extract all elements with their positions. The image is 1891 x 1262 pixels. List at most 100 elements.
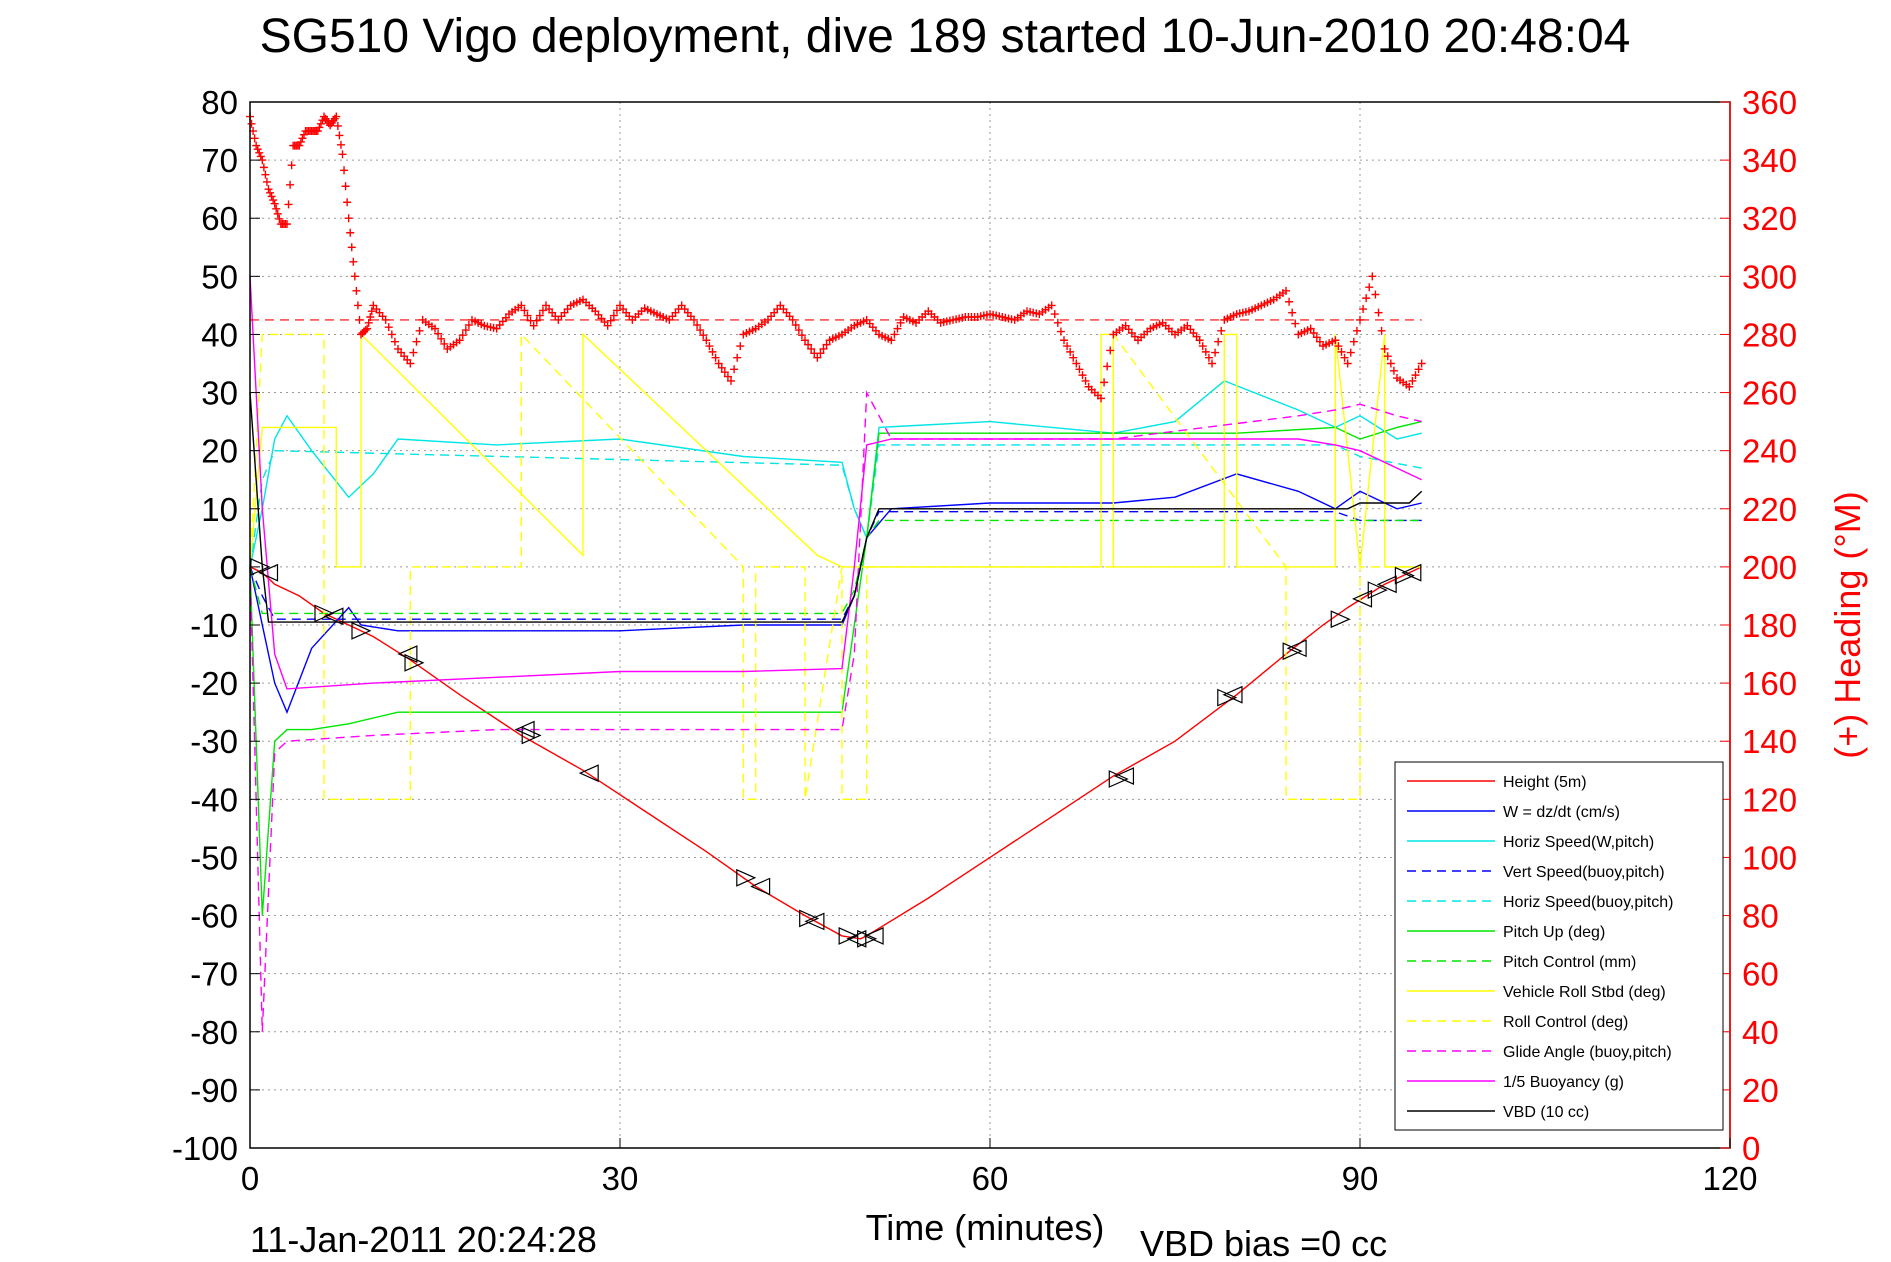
heading-point [1106,346,1115,355]
heading-point [1362,294,1371,303]
right-tick-label: 20 [1742,1072,1779,1109]
heading-point [1291,319,1300,328]
x-tick-label: 0 [241,1160,259,1197]
position-marker [863,926,884,945]
heading-point [1346,348,1355,357]
right-tick-label: 40 [1742,1014,1779,1051]
right-tick-label: 200 [1742,549,1797,586]
heading-point [1282,286,1290,295]
legend-label-pitch-up-deg: Pitch Up (deg) [1503,924,1605,941]
y-tick-label: -30 [190,723,238,760]
y-tick-label: 70 [201,142,238,179]
footer-timestamp: 11-Jan-2011 20:24:28 [250,1219,597,1260]
heading-point [804,340,813,349]
heading-point [335,131,344,140]
heading-point [1198,342,1207,351]
heading-point [461,326,470,335]
heading-point [247,119,256,128]
heading-point [705,342,714,351]
right-tick-label: 340 [1742,142,1797,179]
right-tick-label: 260 [1742,375,1797,412]
heading-point [287,161,296,170]
heading-point [272,204,281,213]
heading-point [464,321,473,330]
heading-point [434,329,443,338]
right-tick-label: 80 [1742,898,1779,935]
position-marker [314,604,335,623]
right-tick-label: 180 [1742,607,1797,644]
position-marker [799,909,820,928]
right-tick-label: 360 [1742,84,1797,121]
heading-point [1389,366,1398,375]
legend-label-1-5-buoyancy-g: 1/5 Buoyancy (g) [1503,1074,1624,1091]
heading-point [1331,336,1340,345]
y-tick-label: -50 [190,839,238,876]
position-marker [1401,563,1422,582]
heading-point [609,311,618,320]
heading-point [1097,394,1105,403]
heading-point [367,307,376,316]
heading-point [316,119,325,128]
heading-point [361,326,370,335]
heading-point [733,353,742,362]
heading-point [606,316,615,325]
position-marker [1376,575,1397,594]
series-glide-angle-buoy-pitch [249,390,1422,1032]
heading-point [730,365,739,374]
heading-point [1312,333,1321,342]
heading-point [262,177,271,186]
y-tick-label: 60 [201,200,238,237]
heading-point [822,340,831,349]
y-tick-label: -20 [190,665,238,702]
heading-point [286,180,295,189]
heading-point [1214,337,1223,346]
heading-point [1377,326,1386,335]
legend-box [1394,761,1724,1131]
heading-point [1075,365,1084,374]
heading-point [269,196,278,205]
position-marker [1330,610,1351,629]
position-marker [397,645,418,663]
heading-point [259,163,268,172]
heading-point [266,188,275,197]
heading-point [532,316,541,325]
heading-point [690,315,698,324]
heading-point [813,353,822,362]
y-tick-label: 0 [220,549,238,586]
heading-point [702,336,711,345]
legend-label-pitch-control-mm: Pitch Control (mm) [1503,954,1636,971]
right-tick-label: 60 [1742,956,1779,993]
series-roll-control-deg [249,332,1422,800]
heading-point [1374,308,1383,317]
heading-point [1405,382,1414,391]
heading-point [1072,359,1081,368]
legend-label-vehicle-roll-stbd-deg: Vehicle Roll Stbd (deg) [1503,984,1666,1001]
series-layer [249,276,1423,1032]
heading-point [1195,336,1204,345]
heading-point [363,324,372,333]
series-vehicle-roll-stbd-deg [249,332,1422,568]
right-tick-label: 240 [1742,433,1797,470]
heading-point [794,326,803,335]
heading-point [1315,337,1324,346]
y-tick-label: -60 [190,898,238,935]
heading-point [298,134,307,143]
position-marker [404,653,425,672]
heading-point [1340,353,1349,362]
heading-point [284,200,293,209]
heading-point [612,306,621,315]
heading-point [355,315,364,324]
heading-point [1285,297,1294,306]
heading-point [415,326,424,335]
heading-point [1383,352,1392,361]
right-tick-label: 160 [1742,665,1797,702]
heading-point [253,145,262,154]
heading-point [1050,310,1059,319]
heading-point [791,321,800,330]
heading-point [797,331,806,340]
heading-point [1288,308,1297,317]
series-w-dz-dt-cm-s [249,473,1422,715]
heading-point [406,359,415,368]
heading-point [807,344,816,353]
y-tick-label: 50 [201,258,238,295]
